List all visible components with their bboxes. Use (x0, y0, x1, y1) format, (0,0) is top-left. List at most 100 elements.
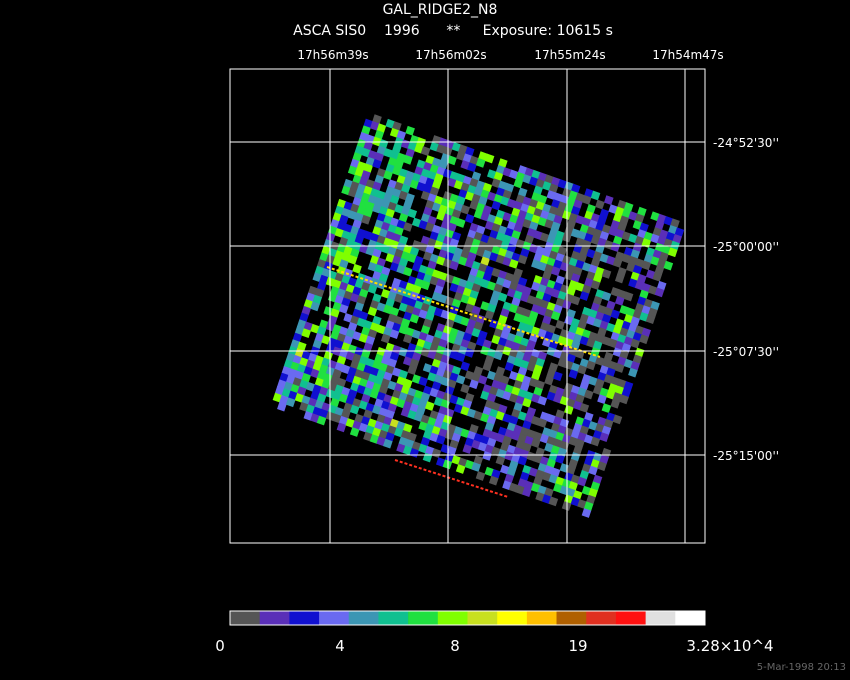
pixel (537, 485, 548, 495)
pixel (361, 125, 371, 136)
pixel (522, 308, 532, 319)
pixel (407, 409, 417, 420)
pixel (453, 291, 464, 302)
pixel (480, 412, 490, 423)
pixel (482, 406, 492, 417)
pixel (343, 335, 353, 346)
pixel (464, 280, 475, 291)
pixel (433, 195, 444, 206)
pixel (464, 191, 475, 202)
pixel (312, 272, 323, 283)
pixel (372, 293, 382, 303)
pixel (387, 358, 398, 369)
pixel (517, 277, 528, 287)
pixel (449, 193, 460, 204)
pixel (429, 253, 440, 264)
pixel (347, 187, 358, 198)
pixel (272, 392, 283, 403)
pixel (546, 458, 556, 469)
pixel (486, 370, 497, 381)
pixel (427, 416, 437, 427)
pixel (623, 358, 634, 369)
pixel (418, 242, 429, 253)
pixel (550, 221, 561, 232)
pixel (491, 401, 501, 412)
pixel (617, 199, 627, 210)
colorbar-swatch (467, 611, 498, 625)
pixel (392, 188, 402, 199)
pixel (405, 192, 415, 203)
pixel (438, 159, 449, 170)
pixel (281, 365, 292, 376)
pixel (634, 280, 645, 291)
pixel (606, 412, 616, 422)
pixel (491, 469, 501, 479)
pixel (548, 228, 559, 238)
pixel (539, 254, 550, 265)
pixel (581, 262, 592, 272)
pixel (389, 150, 400, 161)
pixel (416, 338, 426, 349)
pixel (667, 225, 678, 235)
pixel (495, 433, 506, 444)
pixel (389, 329, 400, 339)
pixel (502, 435, 512, 446)
pixel (451, 142, 462, 152)
pixel (511, 229, 521, 240)
pixel (497, 337, 508, 347)
pixel (420, 168, 431, 179)
pixel (522, 397, 532, 408)
pixel (360, 416, 371, 426)
pixel (396, 152, 407, 163)
pixel (292, 354, 303, 365)
pixel (312, 361, 323, 372)
pixel (579, 402, 590, 413)
pixel (654, 265, 665, 275)
pixel (542, 203, 552, 214)
pixel (495, 209, 506, 220)
pixel (354, 301, 365, 312)
pixel (502, 189, 513, 200)
pixel (557, 290, 568, 301)
pixel (469, 155, 479, 166)
pixel (451, 253, 462, 264)
pixel (595, 378, 605, 389)
pixel (486, 214, 497, 224)
pixel (341, 274, 351, 285)
pixel (367, 239, 378, 250)
pixel (403, 199, 413, 210)
pixel (334, 250, 345, 261)
pixel (597, 416, 607, 427)
pixel (475, 314, 486, 325)
pixel (652, 249, 663, 260)
pixel (319, 252, 329, 263)
pixel (517, 411, 528, 421)
colorbar-swatch (497, 611, 528, 625)
pixel (438, 405, 448, 416)
pixel (422, 206, 433, 217)
pixel (444, 229, 455, 239)
pixel (365, 246, 376, 256)
pixel (625, 307, 636, 318)
pixel (345, 373, 356, 384)
pixel (528, 310, 539, 321)
pixel (630, 271, 641, 282)
pixel (489, 229, 499, 240)
pixel (632, 354, 643, 365)
pixel (371, 405, 382, 415)
pixel (564, 472, 574, 482)
pixel (411, 262, 422, 273)
pixel (356, 228, 367, 238)
pixel (577, 431, 587, 442)
pixel (637, 229, 647, 239)
pixel (398, 190, 409, 201)
pixel (299, 312, 309, 323)
pixel (343, 313, 353, 323)
pixel (301, 305, 312, 316)
pixel (427, 193, 437, 203)
pixel (449, 372, 459, 383)
pixel (469, 424, 479, 434)
pixel (444, 363, 455, 374)
pixel (425, 177, 435, 188)
pixel (614, 363, 625, 373)
